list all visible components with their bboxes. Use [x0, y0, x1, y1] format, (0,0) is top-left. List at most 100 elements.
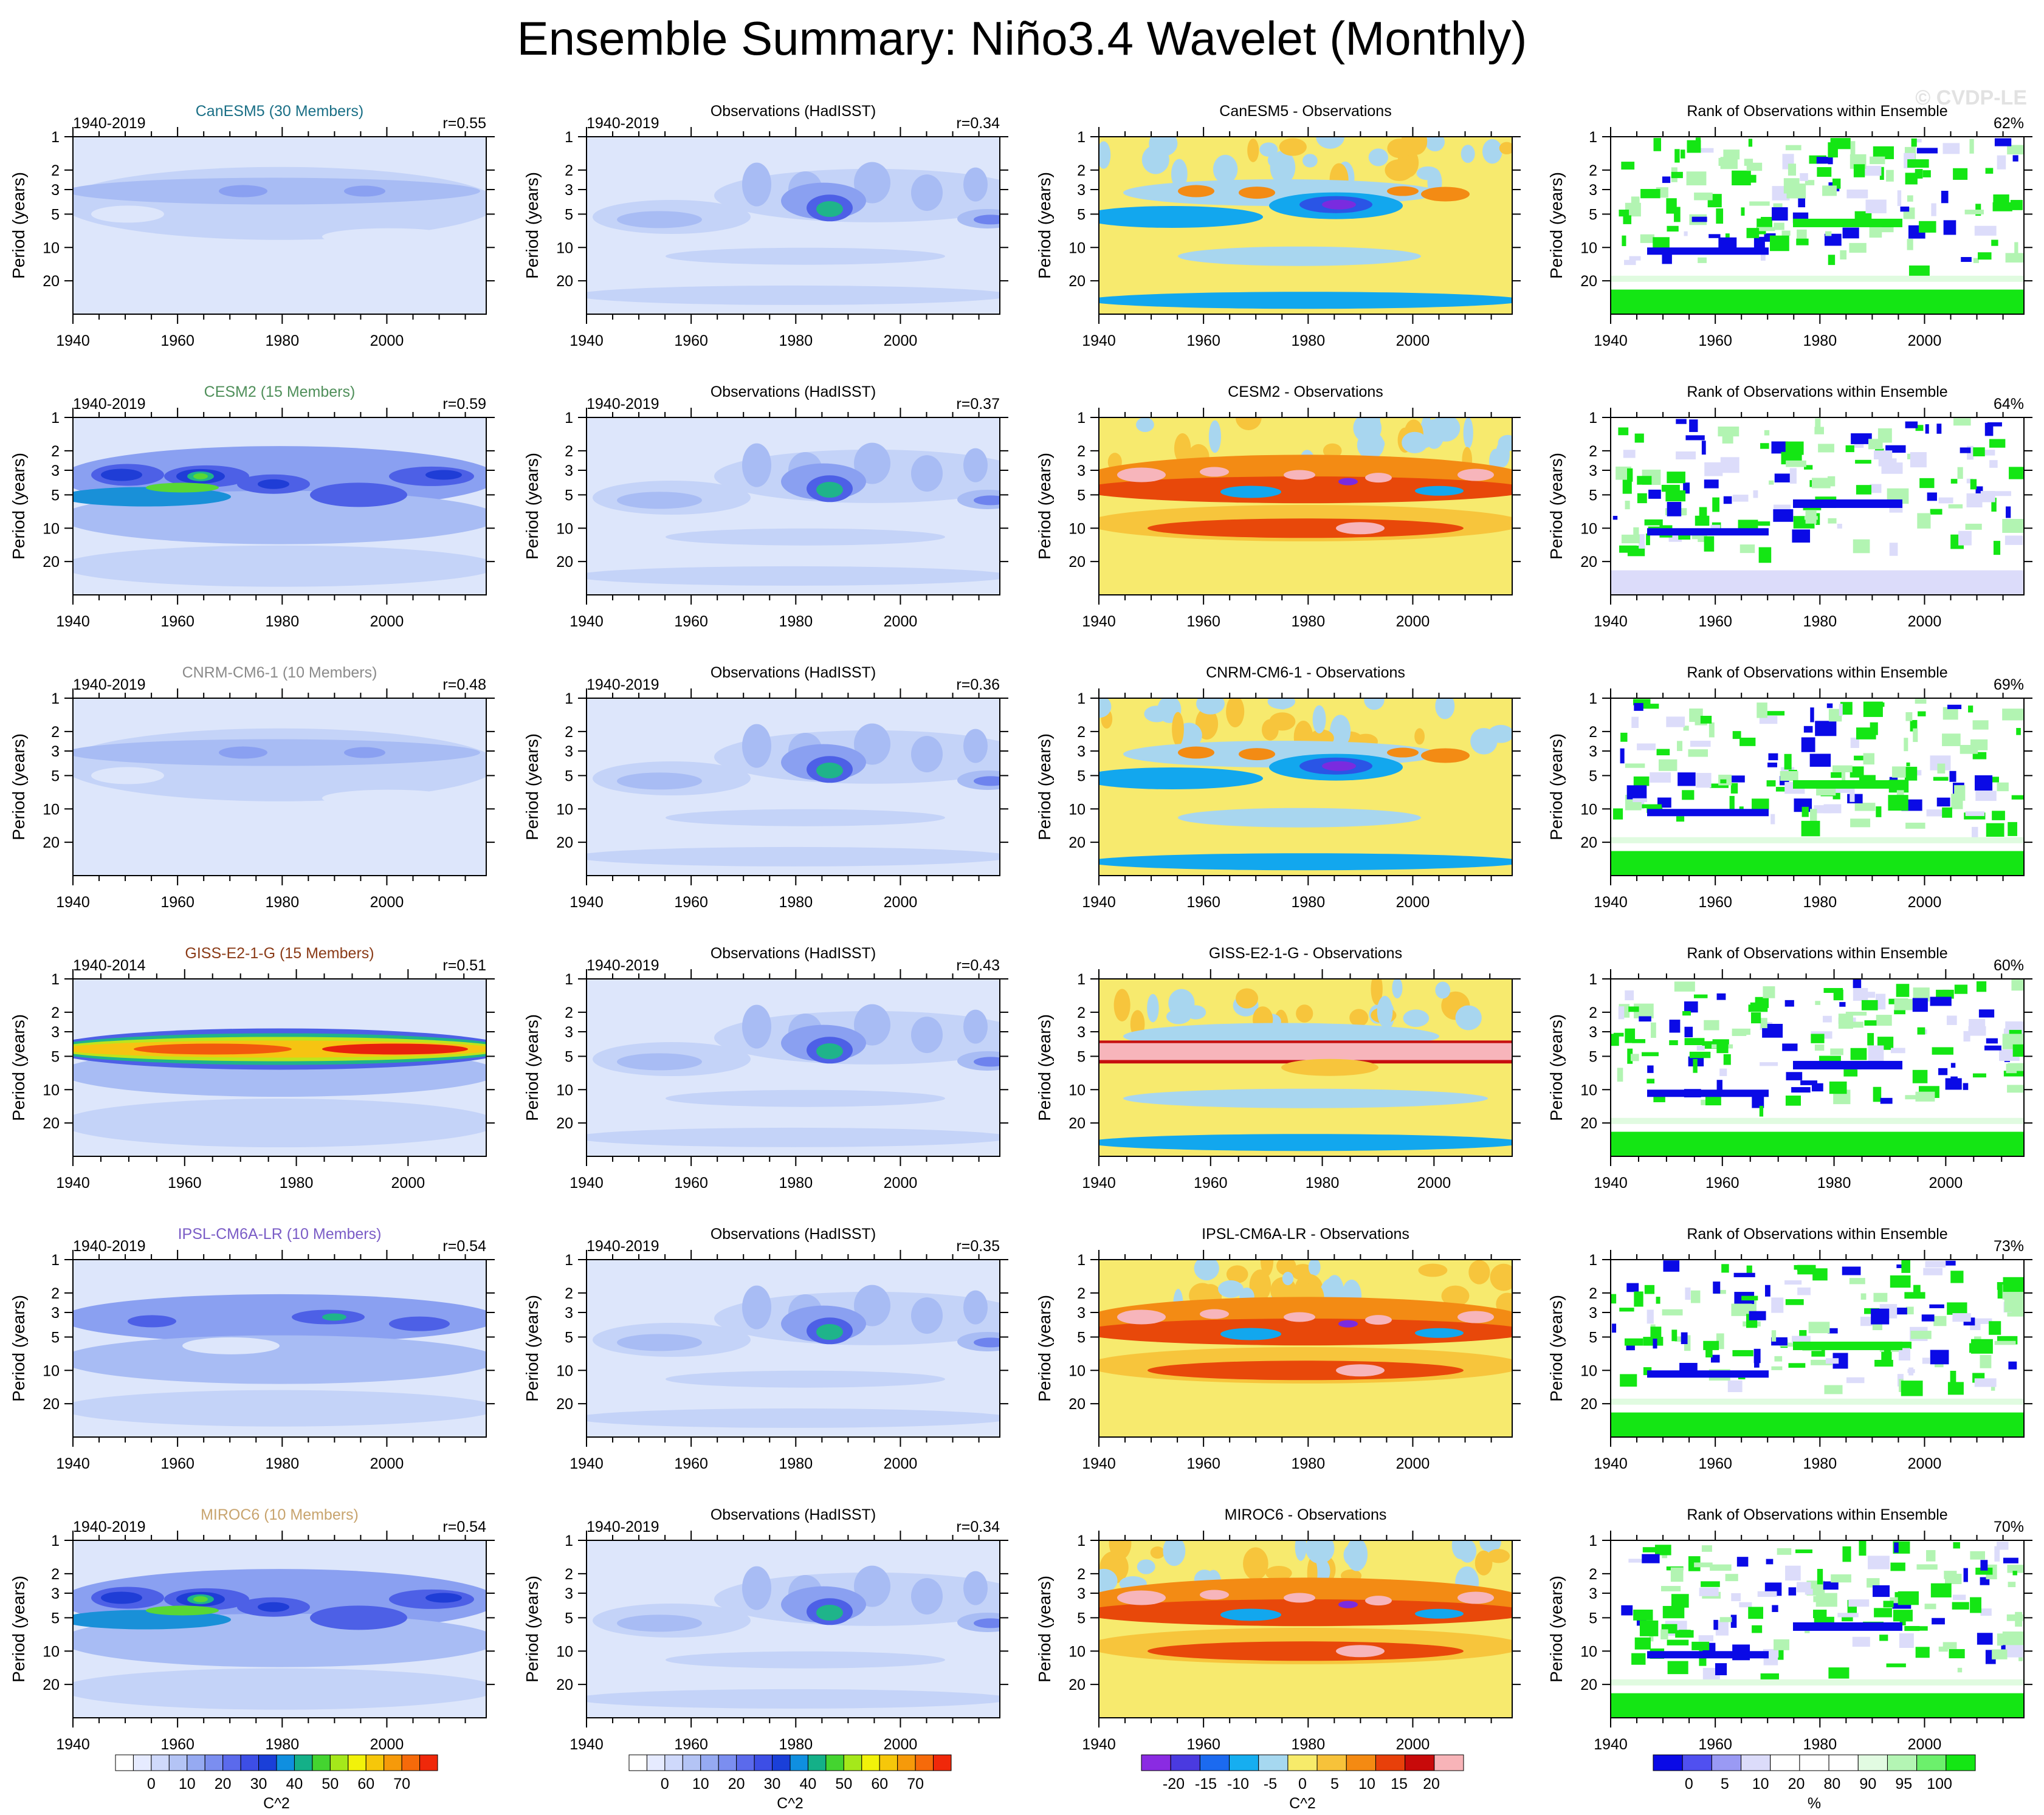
- y-tick-label: 3: [51, 1305, 60, 1322]
- rank-cell: [1662, 1309, 1683, 1316]
- rank-cell: [1855, 459, 1871, 464]
- rank-cell: [1775, 787, 1794, 792]
- difference-panel-axes: 1 2 3 5 10 20 Period (years) 1940 1960 1980 2000 CN…: [1035, 664, 1521, 911]
- rank-cell: [1669, 1040, 1678, 1046]
- rank-cell: [1889, 543, 1898, 556]
- x-tick-label: 1940: [1594, 613, 1628, 630]
- rank-cell: [1671, 1330, 1678, 1342]
- y-tick-label: 2: [51, 1285, 60, 1302]
- rank-cell: [1786, 460, 1806, 467]
- panel-frame: [586, 136, 1000, 315]
- y-axis-ticks: 1 2 3 5 10 20: [1068, 129, 1521, 290]
- rank-cell: [1963, 1031, 1970, 1042]
- x-tick-label: 1960: [1698, 1455, 1732, 1472]
- rank-cell: [1759, 1105, 1764, 1117]
- contour-blob: [91, 205, 164, 223]
- y-tick-label: 10: [556, 1082, 573, 1099]
- y-tick-label: 10: [1580, 239, 1597, 256]
- rank-cell: [1842, 1266, 1861, 1275]
- rank-cell: [1801, 806, 1809, 817]
- rank-cell: [1974, 1378, 1997, 1387]
- colorbar-swatch: [1946, 1754, 1976, 1771]
- y-axis-ticks: 1 2 3 5 10 20: [556, 129, 1008, 290]
- contour-blob: [1353, 417, 1382, 443]
- y-tick-label: 2: [1077, 1566, 1086, 1583]
- panel-frame: [1610, 698, 2025, 876]
- rank-cell: [1965, 811, 1984, 816]
- colorbar-swatch: [1141, 1754, 1171, 1771]
- rank-cell: [1870, 156, 1885, 165]
- x-axis-ticks: 1940 1960 1980 2000: [1594, 127, 2004, 349]
- contour-blob: [1402, 431, 1428, 453]
- panel-stat-label: r=0.37: [956, 396, 1000, 413]
- x-tick-label: 1980: [265, 1455, 299, 1472]
- contour-blob: [1338, 1601, 1358, 1608]
- contour-blob: [1387, 747, 1419, 758]
- y-tick-label: 20: [556, 1676, 573, 1693]
- contour-blob: [666, 809, 945, 826]
- rank-cell: [1691, 216, 1707, 222]
- colorbar-swatch: [1741, 1754, 1771, 1771]
- colorbar-tick-label: 100: [1927, 1776, 1952, 1793]
- rank-cell: [1774, 1639, 1789, 1650]
- rank-cell: [1904, 738, 1908, 752]
- rank-cell: [1809, 480, 1814, 487]
- rank-cell: [1818, 444, 1834, 453]
- panel-title: GISS-E2-1-G - Observations: [1209, 945, 1402, 962]
- y-tick-label: 5: [1589, 767, 1597, 784]
- rank-cell: [1831, 772, 1842, 778]
- rank-cell: [1689, 419, 1698, 432]
- rank-cell: [1828, 1328, 1838, 1334]
- contour-blob: [1099, 767, 1263, 790]
- y-tick-label: 3: [565, 1585, 573, 1602]
- rank-cell: [1676, 419, 1687, 424]
- x-tick-label: 1980: [265, 332, 299, 349]
- contour-blob: [1421, 187, 1470, 202]
- rank-cell: [1619, 545, 1637, 553]
- y-tick-label: 3: [565, 462, 573, 479]
- colorbar-swatch: [897, 1754, 916, 1771]
- rank-cell: [1671, 1594, 1689, 1608]
- contour-blob: [1099, 206, 1263, 228]
- rank-cell: [1958, 530, 1972, 546]
- rank-cell: [1665, 490, 1686, 502]
- panel-frame: [1098, 698, 1513, 876]
- rank-cell: [2012, 155, 2018, 162]
- colorbar-tick-label: 40: [800, 1776, 817, 1793]
- colorbar-tick-label: 80: [1824, 1776, 1841, 1793]
- rank-cell: [1808, 1322, 1830, 1334]
- rank-cell: [1695, 515, 1710, 526]
- y-tick-label: 20: [1580, 834, 1597, 851]
- contour-blob: [73, 177, 480, 205]
- rank-cell: [1760, 1062, 1778, 1066]
- y-tick-label: 3: [51, 1024, 60, 1041]
- contour-blob: [1099, 1599, 1512, 1627]
- contour-blob: [1099, 562, 1512, 582]
- x-tick-label: 1940: [569, 332, 604, 349]
- rank-cell: [1901, 1381, 1923, 1396]
- colorbar-swatch: [1170, 1754, 1200, 1771]
- colorbar-swatch: [933, 1754, 952, 1771]
- y-tick-label: 2: [51, 1566, 60, 1583]
- rank-cell: [1791, 1087, 1811, 1093]
- y-tick-label: 1: [565, 410, 573, 427]
- contour-blob: [1148, 1641, 1464, 1661]
- rank-cell: [1972, 720, 1989, 730]
- contour-blob: [963, 1290, 988, 1325]
- y-tick-label: 1: [51, 1252, 60, 1269]
- rank-cell: [1637, 743, 1656, 750]
- rank-cell: [1683, 482, 1690, 494]
- rank-cell: [1690, 1290, 1701, 1303]
- contour-blob: [617, 772, 702, 790]
- rank-cell: [1919, 221, 1936, 233]
- x-tick-label: 1980: [1291, 613, 1325, 630]
- rank-cell: [1804, 465, 1813, 470]
- colorbar-swatch: [401, 1754, 421, 1771]
- colorbar-tick-label: 50: [322, 1776, 339, 1793]
- rank-cell: [1854, 803, 1876, 811]
- x-tick-label: 1980: [1803, 1455, 1837, 1472]
- rank-cell: [1881, 462, 1903, 474]
- rank-cell: [1874, 1359, 1893, 1367]
- y-tick-label: 2: [1077, 1285, 1086, 1302]
